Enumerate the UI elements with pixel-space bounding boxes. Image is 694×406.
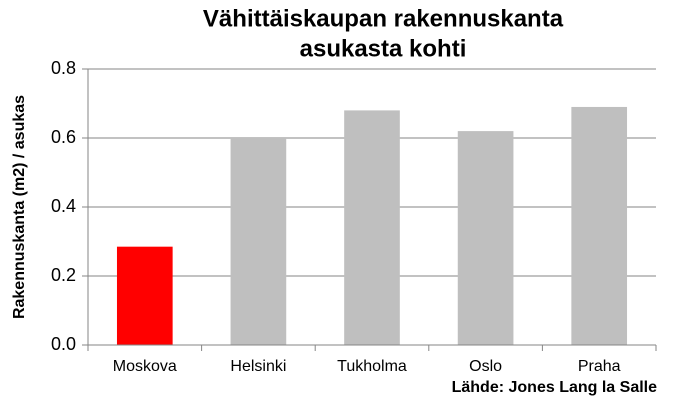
y-tick-label: 0.2	[51, 265, 76, 285]
y-tick-label: 0.4	[51, 196, 76, 216]
y-tick-label: 0.8	[51, 58, 76, 78]
x-tick-label: Praha	[578, 358, 621, 375]
bar	[116, 246, 173, 345]
bar	[571, 106, 628, 345]
bar	[344, 110, 400, 346]
y-tick-label: 0.6	[51, 127, 76, 147]
y-axis-label: Rakennuskanta (m2) / asukas	[11, 95, 28, 319]
x-tick-label: Moskova	[113, 358, 177, 375]
x-tick-label: Oslo	[469, 358, 502, 375]
x-tick-label: Tukholma	[337, 358, 407, 375]
bar	[457, 131, 514, 345]
bar	[230, 138, 287, 345]
chart-title: asukasta kohti	[300, 35, 467, 62]
x-tick-label: Helsinki	[230, 358, 286, 375]
source: Lähde: Jones Lang la Salle	[452, 379, 657, 396]
y-tick-label: 0.0	[51, 334, 76, 354]
chart-title: Vähittäiskaupan rakennuskanta	[203, 5, 564, 32]
